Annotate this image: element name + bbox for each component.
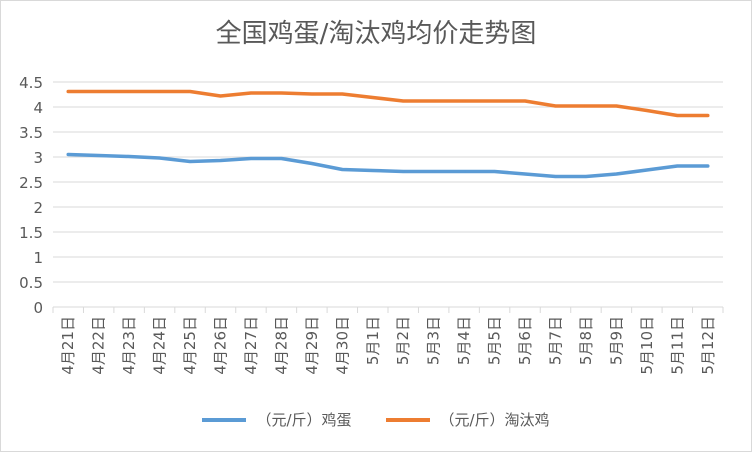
y-tick-label: 3 (33, 149, 43, 167)
data-point-1 (97, 90, 101, 93)
data-point-1 (462, 99, 466, 103)
series-line-0 (66, 152, 710, 179)
data-point-0 (706, 164, 710, 168)
x-tick-label: 4月28日 (272, 316, 290, 375)
x-tick-label: 5月2日 (394, 316, 412, 365)
data-point-1 (279, 91, 283, 95)
data-point-1 (158, 90, 162, 93)
data-point-1 (371, 96, 375, 99)
data-point-0 (584, 175, 588, 178)
data-point-0 (554, 175, 557, 178)
y-tick-label: 3.5 (19, 124, 43, 142)
data-point-1 (249, 91, 253, 95)
data-point-0 (279, 157, 283, 160)
chart-legend: （元/斤）鸡蛋 （元/斤）淘汰鸡 (1, 409, 751, 430)
data-point-0 (158, 156, 162, 160)
data-point-1 (554, 104, 557, 108)
data-point-1 (219, 94, 222, 98)
legend-item: （元/斤）淘汰鸡 (385, 409, 550, 430)
data-point-0 (523, 172, 527, 176)
x-tick-label: 5月3日 (425, 316, 443, 365)
x-tick-label: 4月24日 (151, 316, 169, 375)
x-tick-label: 4月25日 (181, 316, 199, 375)
data-point-0 (188, 160, 192, 163)
y-tick-label: 0 (33, 299, 43, 317)
x-tick-label: 4月22日 (90, 316, 108, 375)
x-tick-label: 5月7日 (547, 316, 565, 365)
data-point-0 (97, 154, 101, 157)
y-tick-label: 2 (33, 199, 43, 217)
x-tick-label: 5月12日 (699, 316, 717, 375)
data-point-1 (127, 90, 131, 93)
data-point-0 (614, 172, 618, 176)
data-point-0 (371, 169, 375, 172)
x-tick-label: 5月6日 (516, 316, 534, 365)
data-point-0 (645, 168, 649, 172)
x-tick-label: 5月10日 (638, 316, 656, 375)
legend-item: （元/斤）鸡蛋 (202, 409, 352, 430)
data-point-1 (675, 114, 679, 117)
legend-swatch (202, 417, 247, 422)
x-tick-label: 4月27日 (242, 316, 260, 375)
data-point-0 (340, 168, 344, 171)
legend-label: （元/斤）淘汰鸡 (439, 411, 550, 429)
data-point-1 (188, 90, 192, 93)
x-tick-label: 5月4日 (455, 316, 473, 365)
y-tick-label: 4.5 (19, 74, 43, 92)
x-tick-label: 5月5日 (486, 316, 504, 365)
chart-title: 全国鸡蛋/淘汰鸡均价走势图 (215, 19, 537, 49)
data-point-0 (401, 170, 405, 173)
x-tick-label: 5月8日 (577, 316, 595, 365)
data-point-1 (614, 104, 618, 108)
y-tick-label: 4 (33, 99, 43, 117)
x-tick-label: 4月23日 (120, 316, 138, 375)
data-point-0 (219, 159, 222, 162)
data-point-1 (310, 92, 314, 96)
data-point-0 (432, 170, 436, 173)
y-tick-label: 1 (33, 249, 43, 267)
y-tick-label: 2.5 (19, 174, 43, 192)
x-tick-label: 4月29日 (303, 316, 321, 375)
x-tick-label: 4月21日 (59, 316, 77, 375)
data-point-1 (645, 109, 649, 112)
x-tick-label: 5月11日 (668, 316, 686, 375)
x-tick-label: 4月30日 (333, 316, 351, 375)
data-point-1 (340, 92, 344, 96)
data-point-0 (493, 170, 497, 173)
x-tick-label: 5月1日 (364, 316, 382, 365)
data-point-0 (310, 162, 314, 165)
data-point-1 (493, 99, 497, 103)
data-point-0 (127, 155, 131, 158)
data-point-0 (66, 153, 70, 156)
data-point-1 (584, 104, 588, 108)
data-point-1 (401, 99, 405, 103)
y-tick-label: 0.5 (19, 274, 43, 292)
data-point-0 (462, 170, 466, 173)
data-point-1 (706, 114, 710, 117)
data-point-1 (66, 90, 70, 93)
series-line-1 (66, 89, 710, 118)
data-point-0 (675, 164, 679, 168)
data-point-0 (249, 157, 253, 160)
y-tick-label: 1.5 (19, 224, 43, 242)
data-point-1 (432, 99, 436, 103)
legend-swatch (385, 417, 430, 422)
x-tick-label: 5月9日 (607, 316, 625, 365)
x-tick-label: 4月26日 (212, 316, 230, 375)
legend-label: （元/斤）鸡蛋 (256, 411, 352, 429)
data-point-1 (523, 99, 527, 103)
